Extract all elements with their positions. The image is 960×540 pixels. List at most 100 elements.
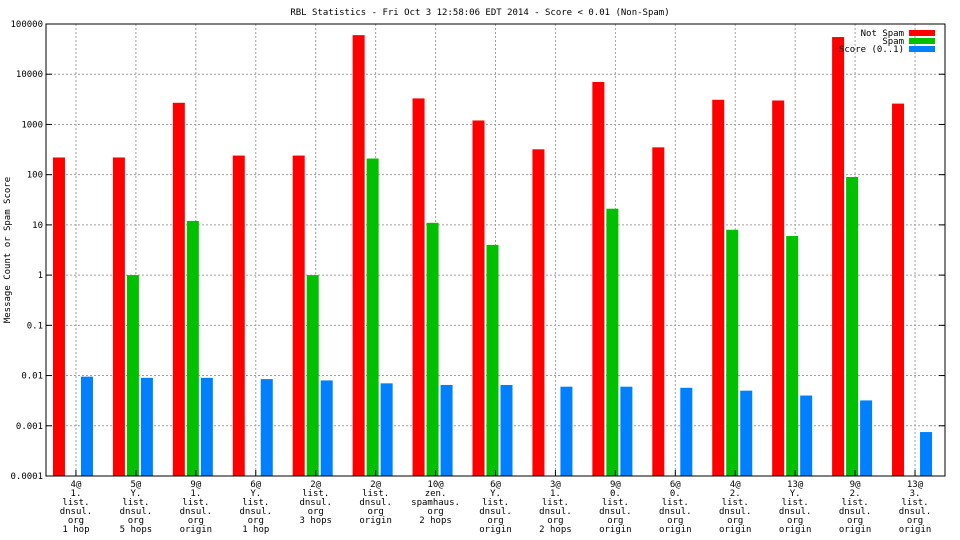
x-tick-label-line: origin bbox=[180, 525, 213, 535]
x-tick-label: 9@ 2. list. dnsul. org origin bbox=[839, 480, 872, 535]
legend-label: Not Spam bbox=[861, 29, 904, 39]
legend-swatch bbox=[909, 38, 935, 44]
x-tick-label-line: list. bbox=[542, 498, 569, 508]
x-tick-label: 6@ 0. list. dnsul. org origin bbox=[659, 480, 692, 535]
legend-swatch bbox=[909, 30, 935, 36]
bar-score-0-1 bbox=[920, 432, 933, 476]
bar-spam bbox=[486, 244, 499, 476]
bar-spam bbox=[786, 236, 799, 476]
x-tick-label-line: Y. bbox=[790, 489, 801, 499]
x-tick-label: 9@ 0. list. dnsul. org origin bbox=[599, 480, 632, 535]
x-tick-label-line: org bbox=[787, 516, 803, 526]
bar-not-spam bbox=[532, 149, 545, 476]
bar-not-spam bbox=[292, 155, 305, 477]
x-tick-label-line: origin bbox=[719, 525, 752, 535]
x-tick-label-line: dnsul. bbox=[659, 507, 692, 517]
y-tick-label: 100 bbox=[27, 171, 43, 181]
x-tick-label-line: list. bbox=[302, 489, 329, 499]
bar-not-spam bbox=[232, 155, 245, 477]
x-tick-label-line: dnsul. bbox=[839, 507, 872, 517]
x-tick-label-line: list. bbox=[362, 489, 389, 499]
bar-not-spam bbox=[172, 102, 185, 476]
bar-score-0-1 bbox=[740, 390, 753, 476]
x-tick-label-line: dnsul. bbox=[719, 507, 752, 517]
x-tick-label-line: list. bbox=[662, 498, 689, 508]
x-tick-label: 13@ 3. list. dnsul. org origin bbox=[899, 480, 932, 535]
bar-spam bbox=[846, 176, 859, 476]
bar-score-0-1 bbox=[440, 384, 453, 476]
bar-spam bbox=[186, 220, 199, 476]
x-tick-label-line: org bbox=[427, 507, 443, 517]
x-tick-label-line: dnsul. bbox=[539, 507, 572, 517]
x-tick-label-line: org bbox=[607, 516, 623, 526]
bar-not-spam bbox=[892, 103, 905, 476]
x-tick-label-line: 1 hop bbox=[62, 525, 89, 535]
x-tick-label: 2@ list. dnsul. org 3 hops bbox=[299, 480, 332, 526]
x-tick-label-line: 13@ bbox=[907, 480, 924, 490]
x-tick-label-line: 4@ bbox=[71, 480, 82, 490]
x-tick-label-line: 9@ bbox=[610, 480, 621, 490]
legend-swatch bbox=[909, 46, 935, 52]
x-tick-label-line: dnsul. bbox=[180, 507, 213, 517]
x-tick-label-line: 10@ bbox=[427, 480, 444, 490]
x-tick-label-line: 13@ bbox=[787, 480, 804, 490]
x-tick-label-line: 2 hops bbox=[419, 516, 452, 526]
x-tick-label-line: 2@ bbox=[370, 480, 381, 490]
x-tick-label-line: 1 hop bbox=[242, 525, 269, 535]
x-tick-label-line: dnsul. bbox=[60, 507, 93, 517]
x-tick-label-line: 9@ bbox=[850, 480, 861, 490]
x-tick-label-line: list. bbox=[182, 498, 209, 508]
x-tick-label-line: origin bbox=[779, 525, 812, 535]
x-tick-label-line: dnsul. bbox=[120, 507, 153, 517]
x-tick-label-line: spamhaus. bbox=[411, 498, 460, 508]
bar-spam bbox=[366, 158, 379, 476]
x-tick-label-line: Y. bbox=[490, 489, 501, 499]
x-tick-label-line: origin bbox=[899, 525, 932, 535]
x-tick-label-line: origin bbox=[839, 525, 872, 535]
x-tick-label-line: dnsul. bbox=[479, 507, 512, 517]
x-tick-label-line: dnsul. bbox=[359, 498, 392, 508]
x-tick-label-line: list. bbox=[782, 498, 809, 508]
bar-spam bbox=[426, 222, 439, 476]
bar-not-spam bbox=[652, 147, 665, 477]
bar-not-spam bbox=[112, 157, 125, 477]
x-tick-label-line: list. bbox=[62, 498, 89, 508]
x-tick-label-line: org bbox=[547, 516, 563, 526]
x-tick-label-line: org bbox=[128, 516, 144, 526]
x-tick-label-line: dnsul. bbox=[599, 507, 632, 517]
x-tick-label-line: org bbox=[68, 516, 84, 526]
y-tick-label: 10 bbox=[32, 221, 43, 231]
x-tick-label-line: org bbox=[907, 516, 923, 526]
x-tick-label: 4@ 2. list. dnsul. org origin bbox=[719, 480, 752, 535]
x-tick-label-line: dnsul. bbox=[899, 507, 932, 517]
x-tick-label-line: 6@ bbox=[490, 480, 501, 490]
bar-not-spam bbox=[472, 120, 485, 477]
x-tick-label: 3@ 1. list. dnsul. org 2 hops bbox=[539, 480, 572, 535]
x-tick-label-line: 3 hops bbox=[299, 516, 332, 526]
bar-spam bbox=[726, 229, 739, 476]
x-tick-label-line: list. bbox=[122, 498, 149, 508]
x-tick-label-line: 1. bbox=[550, 489, 561, 499]
y-tick-label: 1000 bbox=[21, 120, 43, 130]
chart-title: RBL Statistics - Fri Oct 3 12:58:06 EDT … bbox=[290, 8, 669, 18]
bar-score-0-1 bbox=[260, 379, 273, 476]
x-tick-label-line: 5@ bbox=[130, 480, 141, 490]
x-tick-label-line: org bbox=[188, 516, 204, 526]
bar-score-0-1 bbox=[140, 377, 153, 476]
x-tick-label-line: 4@ bbox=[730, 480, 741, 490]
bars bbox=[52, 35, 933, 477]
bar-spam bbox=[606, 208, 619, 477]
bar-score-0-1 bbox=[500, 384, 513, 476]
x-tick-label-line: dnsul. bbox=[779, 507, 812, 517]
x-tick-label: 10@ zen. spamhaus. org 2 hops bbox=[411, 480, 460, 526]
x-tick-label: 4@ 1. list. dnsul. org 1 hop bbox=[60, 480, 93, 535]
x-tick-label: 6@ Y. list. dnsul. org 1 hop bbox=[240, 480, 273, 535]
bar-score-0-1 bbox=[80, 376, 93, 476]
x-tick-label-line: org bbox=[847, 516, 863, 526]
x-tick-label: 13@ Y. list. dnsul. org origin bbox=[779, 480, 812, 535]
x-tick-label-line: org bbox=[487, 516, 503, 526]
bar-not-spam bbox=[592, 82, 605, 476]
x-tick-label-line: list. bbox=[901, 498, 928, 508]
